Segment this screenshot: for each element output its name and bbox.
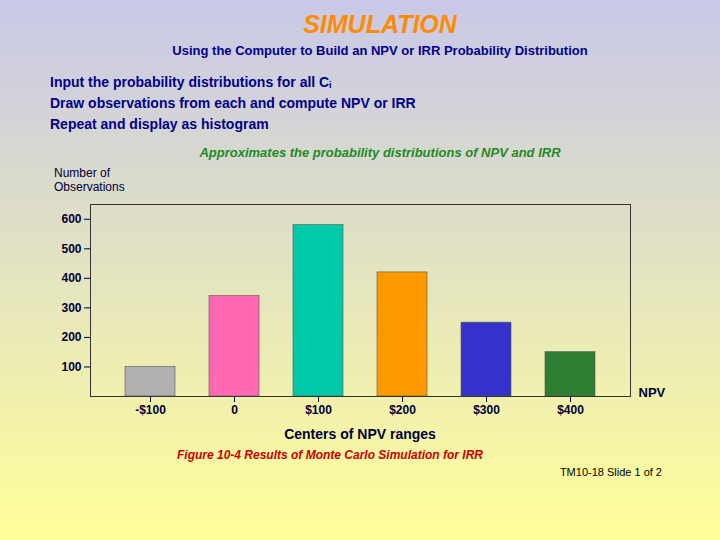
html-text:Repeat and display as histogra: Repeat and display as histogram (50, 116, 269, 132)
html-text:TM10-18 Slide 1 of 2: TM10-18 Slide 1 of 2 (559, 466, 662, 478)
html-text:Input the probability distribu: Input the probability distributions for … (50, 74, 332, 90)
svg-text:600: 600 (61, 212, 81, 226)
html-text:Figure 10-4 Results of Monte C: Figure 10-4 Results of Monte Carlo Simul… (177, 448, 483, 462)
svg-text:$200: $200 (389, 403, 416, 417)
svg-text:$100: $100 (305, 403, 332, 417)
html-text:Centers of NPV ranges: Centers of NPV ranges (284, 426, 436, 442)
svg-text:400: 400 (61, 271, 81, 285)
svg-text:200: 200 (61, 330, 81, 344)
html-text:Observations: Observations (54, 180, 125, 194)
svg-text:300: 300 (61, 301, 81, 315)
html-text:Using the Computer to Build an: Using the Computer to Build an NPV or IR… (172, 43, 588, 58)
svg-text:500: 500 (61, 242, 81, 256)
svg-text:0: 0 (231, 403, 238, 417)
svg-text:$300: $300 (473, 403, 500, 417)
html-text:Approximates the probability d: Approximates the probability distributio… (199, 145, 561, 160)
svg-text:NPV: NPV (639, 385, 666, 400)
html-text:Draw observations from each an: Draw observations from each and compute … (50, 95, 416, 111)
html-text:Number of: Number of (54, 166, 110, 180)
svg-text:100: 100 (61, 360, 81, 374)
svg-text:-$100: -$100 (135, 403, 166, 417)
svg-text:$400: $400 (557, 403, 584, 417)
html-text:SIMULATION: SIMULATION (303, 10, 457, 38)
